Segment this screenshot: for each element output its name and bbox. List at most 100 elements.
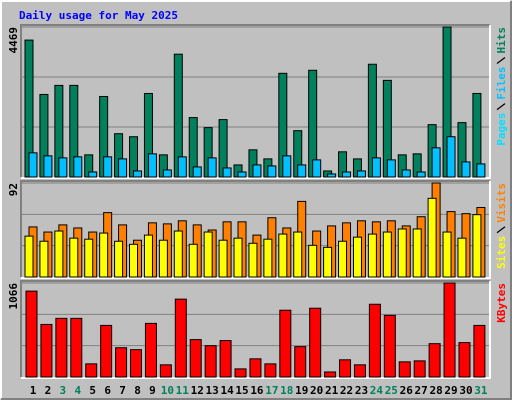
- legend-label: Sites: [495, 236, 508, 269]
- bar: [458, 342, 471, 378]
- bar: [70, 317, 83, 378]
- bar: [40, 323, 53, 378]
- x-tick-label: 22: [340, 384, 353, 397]
- panel-bevel-light: [21, 181, 491, 279]
- bar: [401, 169, 411, 178]
- legend-label: KBytes: [495, 283, 508, 323]
- bar: [386, 159, 396, 178]
- bar: [312, 159, 322, 178]
- bar: [204, 345, 217, 378]
- bar: [248, 242, 258, 278]
- bar: [234, 368, 247, 378]
- bar: [99, 232, 109, 278]
- bar: [472, 214, 482, 278]
- bar: [118, 158, 128, 178]
- bar: [24, 235, 34, 278]
- bar: [222, 167, 232, 178]
- bar: [476, 163, 486, 178]
- bar: [293, 231, 303, 278]
- panel-bevel-dark: [20, 180, 490, 277]
- bar: [237, 171, 247, 178]
- bar: [249, 358, 262, 378]
- bar: [218, 239, 228, 278]
- bar: [412, 228, 422, 278]
- bar: [233, 237, 243, 278]
- x-tick-label: 8: [134, 384, 141, 397]
- bar: [133, 170, 143, 178]
- x-tick-label: 20: [310, 384, 323, 397]
- x-tick-label: 11: [176, 384, 190, 397]
- panel-bevel-dark: [20, 280, 490, 377]
- legend-label: Visits: [495, 183, 508, 223]
- bar: [353, 364, 366, 378]
- bar: [371, 157, 381, 178]
- bar: [252, 164, 262, 178]
- x-tick-label: 30: [459, 384, 472, 397]
- x-tick-label: 12: [191, 384, 204, 397]
- panel-bevel-light: [21, 25, 491, 179]
- x-tick-label: 27: [415, 384, 428, 397]
- bar: [382, 231, 392, 278]
- bar: [85, 363, 98, 378]
- legend-label: Hits: [495, 27, 508, 54]
- bar: [428, 343, 441, 378]
- bar: [327, 173, 337, 178]
- bar: [28, 152, 38, 178]
- legend-separator: [496, 226, 506, 234]
- x-tick-label: 2: [45, 384, 52, 397]
- bar: [100, 324, 113, 378]
- bar: [279, 309, 292, 378]
- x-tick-label: 24: [370, 384, 384, 397]
- bar: [43, 155, 53, 178]
- y-tick-label: 92: [7, 183, 20, 196]
- x-tick-label: 13: [206, 384, 219, 397]
- bar: [339, 359, 352, 378]
- bar: [446, 136, 456, 178]
- bar: [427, 197, 437, 278]
- bar: [278, 233, 288, 278]
- bar: [207, 157, 217, 178]
- bar: [73, 156, 83, 178]
- bar: [309, 307, 322, 378]
- x-tick-label: 23: [355, 384, 368, 397]
- bar: [457, 237, 467, 278]
- bar: [114, 240, 124, 278]
- x-tick-label: 26: [400, 384, 414, 397]
- bar: [338, 240, 348, 278]
- bar: [294, 346, 307, 378]
- x-tick-label: 28: [429, 384, 442, 397]
- x-tick-label: 31: [474, 384, 488, 397]
- x-tick-label: 4: [74, 384, 81, 397]
- bar: [55, 317, 68, 378]
- bar: [25, 290, 38, 378]
- bar: [323, 246, 333, 278]
- x-tick-label: 5: [89, 384, 96, 397]
- bar: [203, 231, 213, 278]
- y-tick-label: 1066: [7, 283, 20, 310]
- bar: [189, 339, 202, 378]
- x-tick-label: 6: [104, 384, 111, 397]
- bar: [368, 303, 381, 378]
- bar: [58, 157, 68, 178]
- x-tick-label: 29: [444, 384, 457, 397]
- bar: [54, 230, 64, 278]
- bar: [383, 314, 396, 378]
- x-tick-label: 18: [280, 384, 293, 397]
- y-tick-label: 4469: [7, 27, 20, 54]
- bar: [188, 243, 198, 278]
- bar: [264, 363, 277, 378]
- bar: [174, 298, 187, 378]
- bar: [282, 155, 292, 178]
- bar: [159, 364, 172, 378]
- x-tick-label: 10: [161, 384, 174, 397]
- bar: [219, 340, 232, 378]
- legend-label: Files: [495, 67, 508, 100]
- bar: [69, 237, 79, 278]
- bar: [397, 228, 407, 278]
- bar: [473, 324, 486, 378]
- bar: [431, 147, 441, 178]
- bar: [461, 161, 471, 178]
- bar: [162, 169, 172, 178]
